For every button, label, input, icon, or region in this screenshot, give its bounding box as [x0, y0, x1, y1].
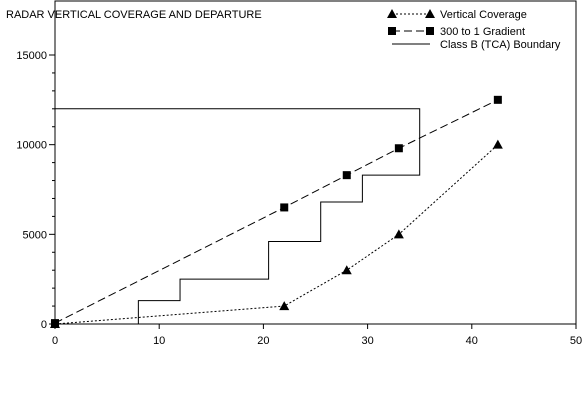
y-tick-label: 15000 [16, 50, 47, 62]
series-300-to-1-gradient [51, 95, 502, 328]
legend-label: Vertical Coverage [440, 9, 527, 21]
data-point-triangle [393, 229, 404, 239]
data-point-triangle [341, 265, 352, 275]
legend-marker [388, 27, 396, 35]
data-point-square [342, 171, 351, 180]
series-class-b-tca-boundary [55, 108, 421, 324]
series-line [55, 108, 421, 324]
legend-label: 300 to 1 Gradient [440, 26, 525, 38]
series-line [54, 144, 499, 325]
chart-title: RADAR VERTICAL COVERAGE AND DEPARTURE [6, 9, 262, 21]
x-tick-label: 20 [257, 335, 269, 347]
legend-label: Class B (TCA) Boundary [440, 39, 561, 51]
legend-marker [426, 27, 434, 35]
x-tick-label: 30 [361, 335, 373, 347]
data-point-square [280, 203, 289, 212]
y-tick-label: 5000 [23, 229, 47, 241]
legend-marker [387, 9, 397, 18]
x-tick-label: 0 [52, 335, 58, 347]
y-tick-label: 0 [41, 319, 47, 331]
x-tick-label: 40 [466, 335, 478, 347]
x-tick-label: 50 [570, 335, 582, 347]
data-point-triangle [492, 139, 503, 149]
series-layer [50, 95, 503, 328]
legend: Vertical Coverage 300 to 1 GradientClass … [387, 9, 561, 51]
series-vertical-coverage [50, 139, 503, 328]
data-point-triangle [279, 301, 290, 311]
data-point-square [394, 144, 403, 153]
y-tick-label: 10000 [16, 140, 47, 152]
legend-marker [425, 9, 435, 18]
series-line [54, 99, 499, 324]
x-tick-label: 10 [153, 335, 165, 347]
data-point-square [51, 319, 59, 328]
axes: 0 10 20 30 40 50 0 5000 10000 15000 [16, 50, 582, 347]
data-point-square [493, 95, 502, 104]
